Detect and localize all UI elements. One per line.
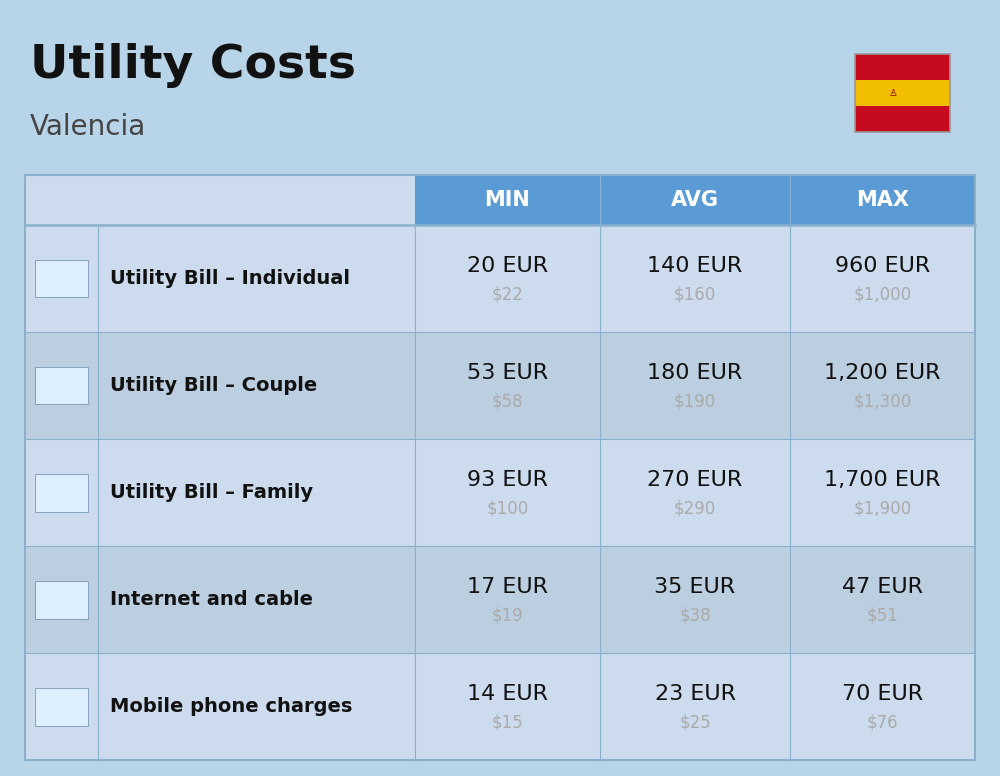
Text: 14 EUR: 14 EUR [467,684,548,704]
Text: 180 EUR: 180 EUR [647,363,743,383]
Text: 1,700 EUR: 1,700 EUR [824,470,941,490]
Text: Utility Bill – Individual: Utility Bill – Individual [110,269,350,288]
Text: $190: $190 [674,393,716,411]
Text: 23 EUR: 23 EUR [655,684,736,704]
Text: MAX: MAX [856,190,909,210]
Text: 960 EUR: 960 EUR [835,256,930,275]
Bar [35,260,88,297]
Bar [25,175,975,760]
Bar [25,653,975,760]
Bar [25,175,415,225]
Text: $100: $100 [486,500,529,518]
Bar [25,439,975,546]
Text: $25: $25 [679,714,711,732]
Text: $160: $160 [674,286,716,303]
Text: $15: $15 [492,714,523,732]
Bar [855,54,950,132]
Text: 1,200 EUR: 1,200 EUR [824,363,941,383]
Text: Valencia: Valencia [30,113,146,140]
Bar [35,688,88,726]
Bar [25,225,975,332]
Text: Internet and cable: Internet and cable [110,591,313,609]
Text: $290: $290 [674,500,716,518]
Text: 70 EUR: 70 EUR [842,684,923,704]
Bar [855,54,950,80]
Text: 53 EUR: 53 EUR [467,363,548,383]
Text: 47 EUR: 47 EUR [842,577,923,597]
Bar [790,175,975,225]
Text: 35 EUR: 35 EUR [654,577,736,597]
Text: 17 EUR: 17 EUR [467,577,548,597]
Text: MIN: MIN [485,190,530,210]
Text: 20 EUR: 20 EUR [467,256,548,275]
Bar [25,332,975,439]
Text: $1,300: $1,300 [853,393,912,411]
Text: Utility Costs: Utility Costs [30,43,356,88]
Text: Utility Bill – Family: Utility Bill – Family [110,483,313,502]
Text: AVG: AVG [671,190,719,210]
Bar [855,106,950,132]
Text: $38: $38 [679,607,711,625]
Bar [415,175,600,225]
Bar [855,80,950,106]
Text: Utility Bill – Couple: Utility Bill – Couple [110,376,317,395]
Text: $58: $58 [492,393,523,411]
Bar [35,581,88,618]
Text: $51: $51 [867,607,898,625]
Bar [600,175,790,225]
Text: $22: $22 [492,286,523,303]
Text: $76: $76 [867,714,898,732]
Bar [25,546,975,653]
Text: 140 EUR: 140 EUR [647,256,743,275]
Text: ♙: ♙ [889,88,897,98]
Text: $1,000: $1,000 [853,286,912,303]
Text: 270 EUR: 270 EUR [647,470,743,490]
Bar [35,474,88,511]
Text: $1,900: $1,900 [853,500,912,518]
Text: Mobile phone charges: Mobile phone charges [110,698,352,716]
Text: $19: $19 [492,607,523,625]
Bar [35,367,88,404]
Text: 93 EUR: 93 EUR [467,470,548,490]
